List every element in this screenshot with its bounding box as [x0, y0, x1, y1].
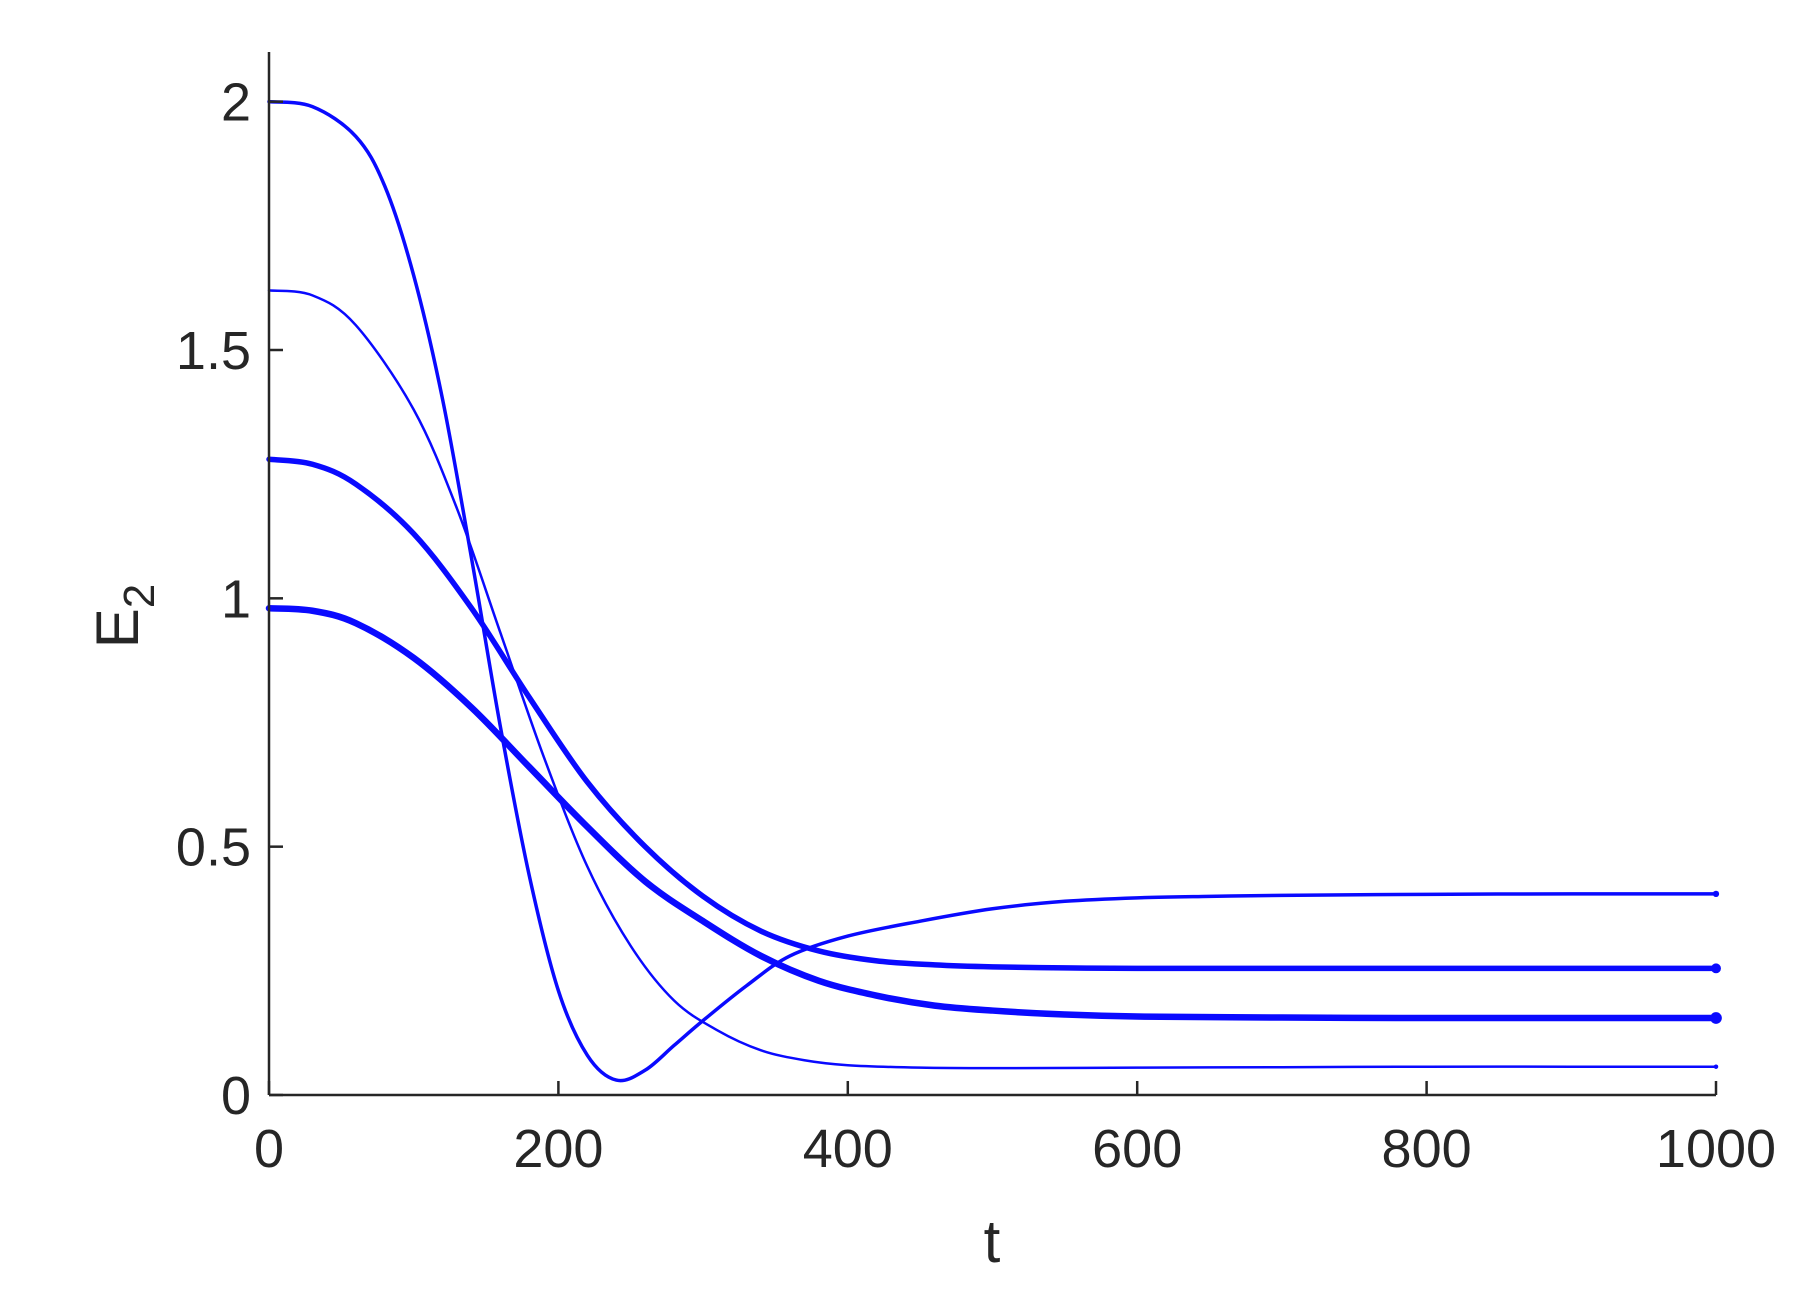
- y-tick-label: 2: [221, 73, 251, 133]
- y-axis-label: E2: [84, 584, 164, 649]
- x-axis-label: t: [984, 1208, 1001, 1275]
- x-tick-label: 600: [1092, 1119, 1182, 1179]
- axes-layer: 0 200 400 600 800 1000 0 0.5 1 1.5 2: [176, 52, 1776, 1179]
- x-tick-label: 200: [513, 1119, 603, 1179]
- series-3-line: [266, 456, 1719, 972]
- x-tick-label: 800: [1382, 1119, 1472, 1179]
- y-tick-label: 1.5: [176, 321, 251, 381]
- series-4-end-point: [1710, 1012, 1722, 1024]
- y-axis-label-main: E: [84, 608, 151, 648]
- series-4-line: [265, 605, 1720, 1022]
- x-tick-label: 0: [254, 1119, 284, 1179]
- series-1-end-point: [1712, 890, 1720, 897]
- series-3-end-point: [1711, 963, 1721, 974]
- y-tick-label: 0.5: [176, 818, 251, 878]
- series-layer: [265, 99, 1722, 1083]
- y-tick-label: 0: [221, 1066, 251, 1126]
- y-axis-label-subscript: 2: [115, 584, 164, 608]
- series-2-line: [267, 289, 1718, 1070]
- svg-text:E2: E2: [84, 584, 164, 649]
- x-tick-label: 400: [803, 1119, 893, 1179]
- series-1-line: [267, 99, 1718, 1083]
- y-tick-label: 1: [221, 569, 251, 629]
- x-tick-label: 1000: [1656, 1119, 1776, 1179]
- series-2-end-point: [1713, 1064, 1719, 1069]
